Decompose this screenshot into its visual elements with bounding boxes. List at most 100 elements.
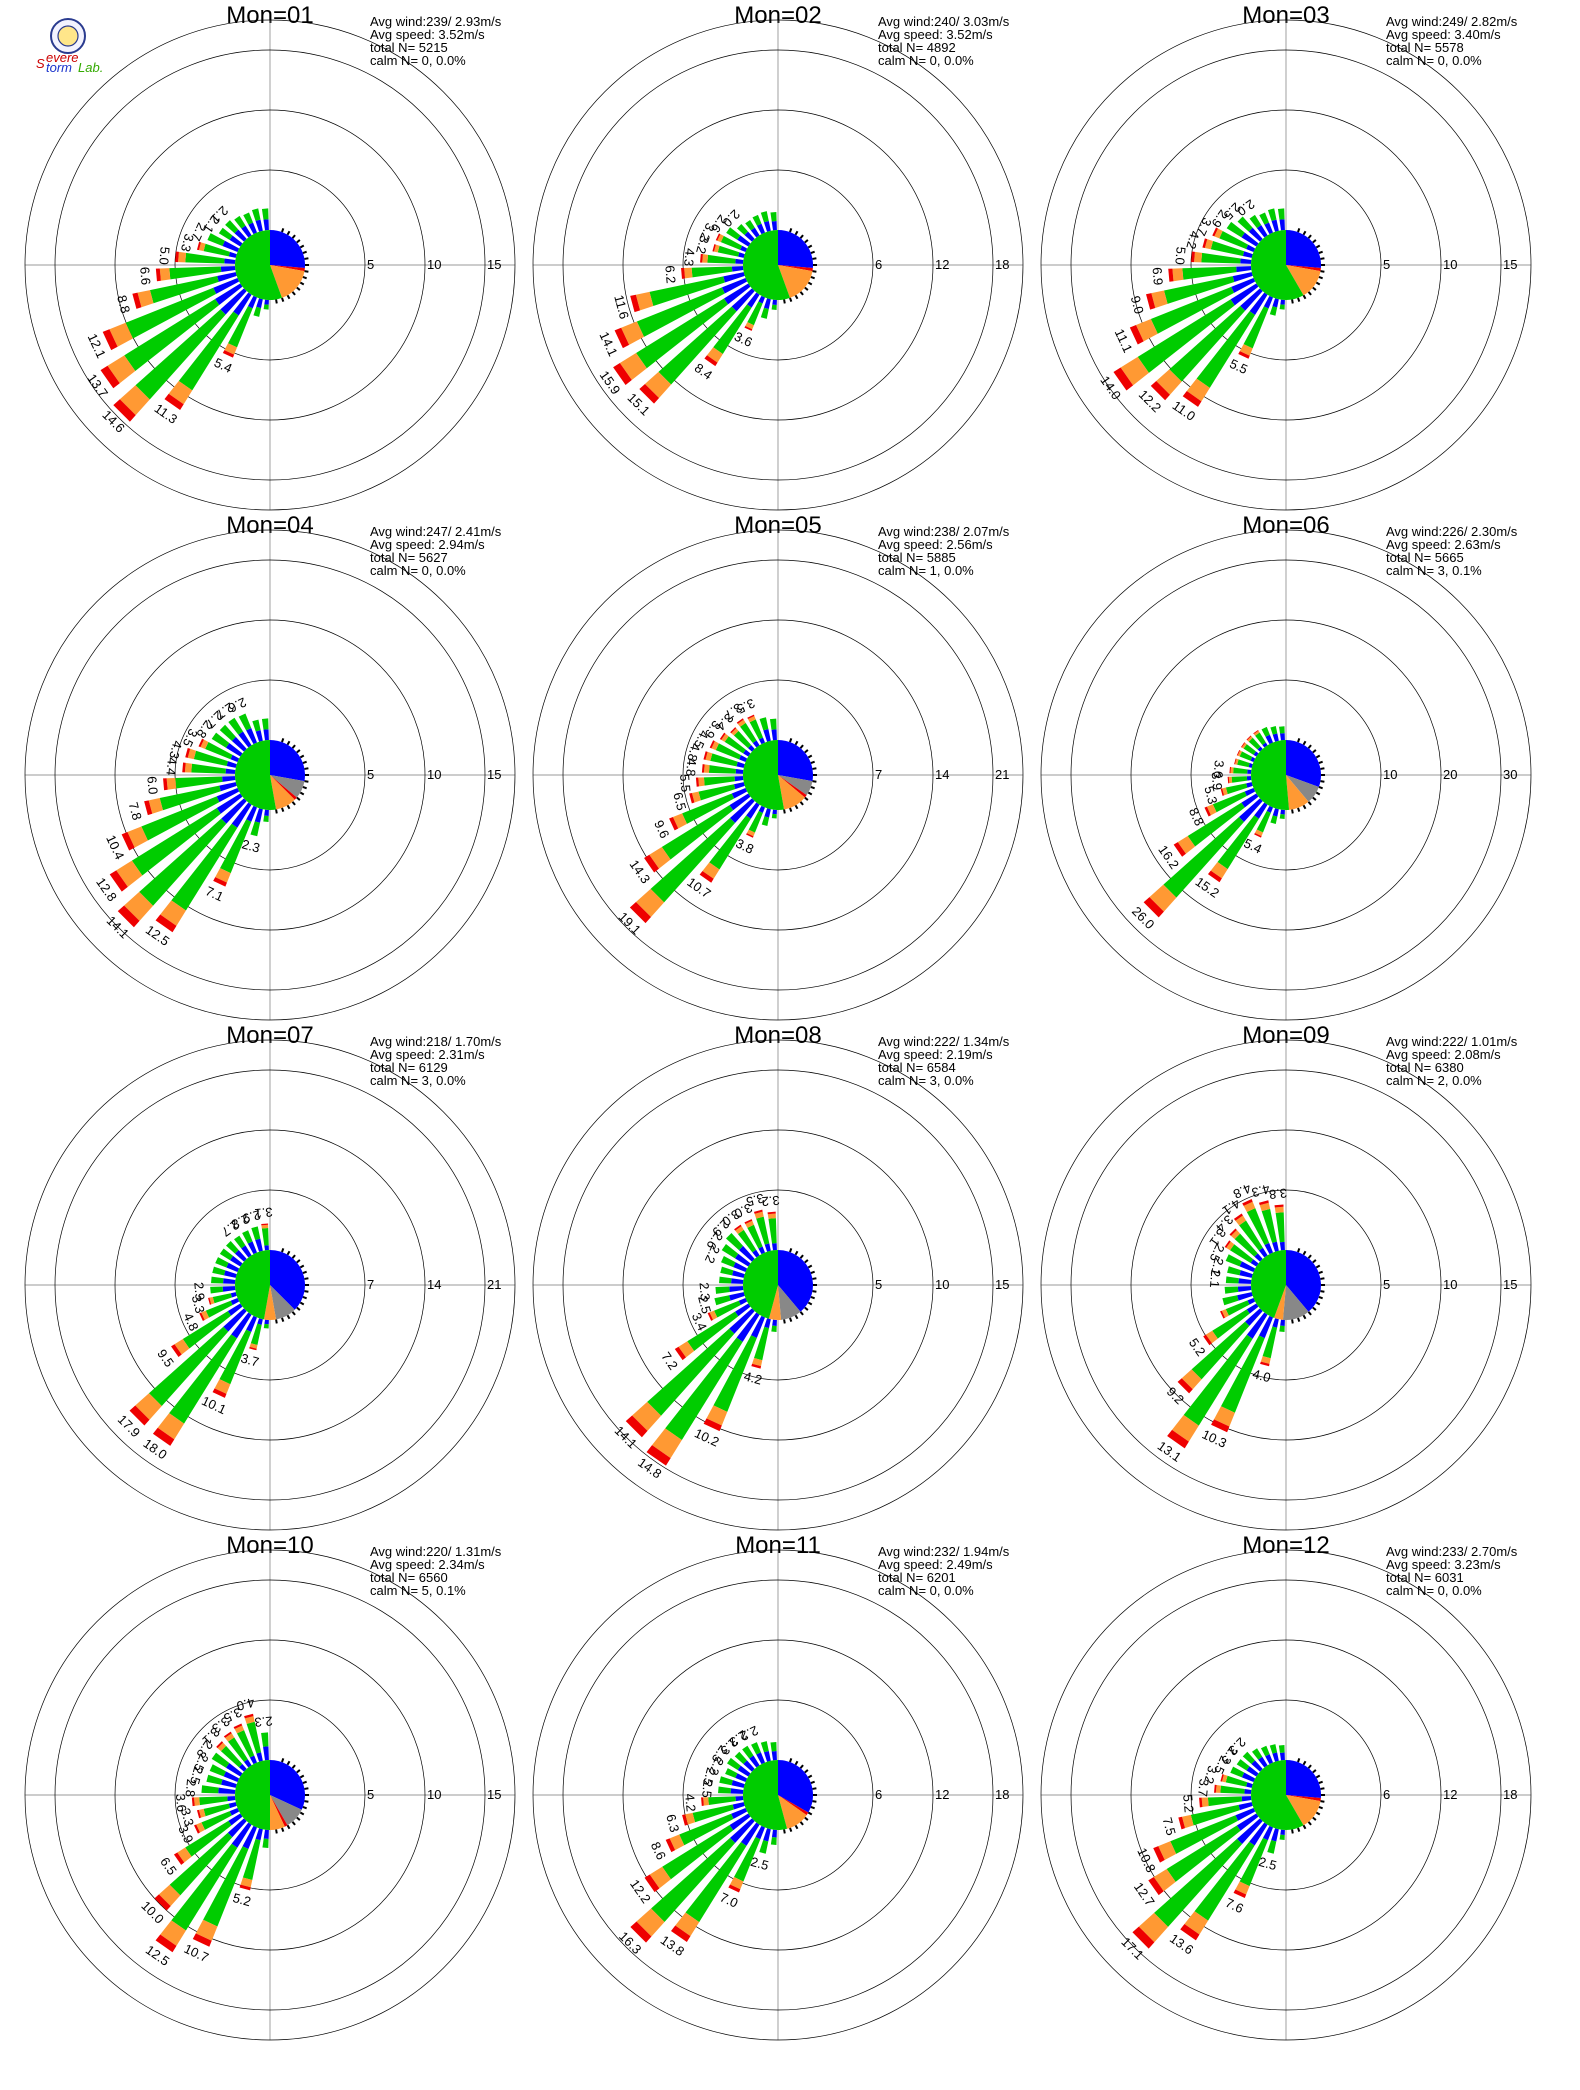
direction-bar-segment: [679, 1813, 734, 1846]
direction-bar-label: 2.5: [191, 1752, 212, 1775]
direction-bar-segment: [1194, 251, 1203, 263]
direction-bar-segment: [228, 1802, 237, 1809]
direction-bar-segment: [1254, 802, 1268, 819]
outer-ring: [532, 19, 1024, 511]
direction-bar-segment: [1146, 293, 1156, 310]
panel-stat-line: calm N= 0, 0.0%: [878, 53, 974, 68]
center-pie-slice: [1286, 1795, 1321, 1802]
direction-bar-segment: [155, 914, 177, 933]
direction-bar-segment: [1172, 268, 1184, 282]
direction-tick-mark: [296, 796, 301, 801]
direction-bar-segment: [735, 1773, 748, 1783]
direction-bar-segment: [770, 1837, 777, 1845]
direction-bar-segment: [213, 277, 240, 294]
direction-bar-segment: [1149, 884, 1177, 912]
direction-bar-segment: [243, 1759, 252, 1768]
direction-bar-segment: [752, 214, 762, 226]
direction-bar-segment: [1219, 231, 1249, 250]
direction-bar-segment: [246, 1721, 262, 1754]
direction-bar-segment: [729, 1308, 755, 1334]
direction-bar-segment: [1263, 295, 1274, 309]
direction-bar-segment: [217, 1742, 227, 1752]
direction-tick-mark: [799, 1254, 804, 1259]
ring-tick-label: 15: [487, 1787, 501, 1802]
direction-bar-segment: [243, 212, 253, 225]
direction-bar-segment: [759, 717, 769, 731]
logo-text-torm: torm: [46, 60, 72, 75]
direction-bar-segment: [1214, 228, 1223, 239]
direction-bar-segment: [1277, 208, 1285, 220]
direction-bar-segment: [231, 1312, 252, 1339]
center-pie-slice: [778, 1285, 801, 1320]
direction-bar-segment: [1264, 222, 1274, 235]
direction-bar-segment: [735, 768, 744, 774]
direction-bar-segment: [669, 1834, 685, 1851]
direction-bar-segment: [194, 1824, 200, 1834]
direction-bar-segment: [636, 298, 729, 369]
direction-bar-segment: [691, 791, 701, 803]
direction-tick-mark: [275, 809, 278, 814]
direction-bar-segment: [219, 782, 237, 792]
direction-bar-segment: [1136, 319, 1158, 342]
direction-bar-segment: [734, 776, 744, 782]
direction-tick-mark: [296, 1259, 301, 1264]
direction-bar-segment: [698, 777, 705, 787]
direction-bar-segment: [1248, 227, 1263, 242]
direction-tick-mark: [789, 807, 793, 812]
direction-bar-segment: [177, 1847, 192, 1863]
direction-tick-mark: [1320, 270, 1325, 273]
direction-bar-segment: [652, 1428, 682, 1459]
direction-bar-segment: [755, 1825, 766, 1840]
direction-bar-segment: [198, 1808, 206, 1818]
direction-bar-segment: [621, 321, 645, 345]
direction-bar-segment: [707, 347, 723, 363]
direction-bar-segment: [763, 1828, 771, 1842]
direction-tick-mark: [807, 281, 813, 286]
direction-tick-mark: [296, 239, 301, 244]
direction-bar-segment: [1187, 802, 1245, 847]
ring-tick-label: 20: [1443, 767, 1457, 782]
direction-bar-segment: [1212, 1309, 1250, 1339]
logo-text-s: S: [36, 56, 45, 71]
direction-tick-mark: [804, 1306, 809, 1311]
direction-bar-segment: [771, 221, 777, 231]
direction-bar-segment: [1272, 733, 1279, 742]
panel-stat-line: Avg wind:226/ 2.30m/s: [1386, 524, 1518, 539]
direction-bar-segment: [772, 1319, 777, 1326]
direction-bar-segment: [1120, 356, 1149, 386]
ring-tick-label: 10: [427, 1787, 441, 1802]
direction-bar-segment: [185, 1820, 232, 1857]
direction-tick-mark: [1312, 1259, 1317, 1264]
direction-bar-segment: [734, 1836, 761, 1882]
outer-ring: [1040, 529, 1532, 1021]
direction-bar-segment: [691, 266, 733, 278]
direction-bar-segment: [1129, 324, 1144, 345]
direction-bar-segment: [247, 1241, 258, 1255]
direction-bar-segment: [250, 821, 261, 837]
panel-stat-line: Avg wind:220/ 1.31m/s: [370, 1544, 502, 1559]
direction-tick-mark: [804, 1816, 809, 1821]
ring-tick-label: 14: [427, 1277, 441, 1292]
panel-stat-line: calm N= 2, 0.0%: [1386, 1073, 1482, 1088]
direction-tick-mark: [1302, 1314, 1307, 1320]
direction-tick-mark: [299, 1811, 305, 1816]
direction-bar-segment: [1227, 1266, 1241, 1276]
direction-bar-segment: [703, 751, 708, 760]
panel-stat-line: Avg wind:239/ 2.93m/s: [370, 14, 502, 29]
direction-bar-segment: [1272, 1241, 1279, 1252]
direction-bar-segment: [745, 219, 755, 231]
direction-bar-segment: [246, 805, 258, 822]
direction-bar-segment: [727, 1757, 741, 1770]
direction-bar-segment: [149, 276, 219, 304]
direction-bar-segment: [261, 1732, 269, 1747]
direction-bar-segment: [764, 1318, 771, 1329]
direction-bar-segment: [222, 350, 235, 358]
direction-bar-segment: [717, 245, 740, 257]
direction-bar-segment: [713, 244, 720, 253]
center-pie-slice: [235, 1760, 270, 1830]
direction-bar-segment: [211, 732, 230, 748]
direction-bar-segment: [1236, 1813, 1259, 1831]
direction-tick-mark: [794, 804, 799, 810]
range-ring: [622, 1639, 934, 1951]
